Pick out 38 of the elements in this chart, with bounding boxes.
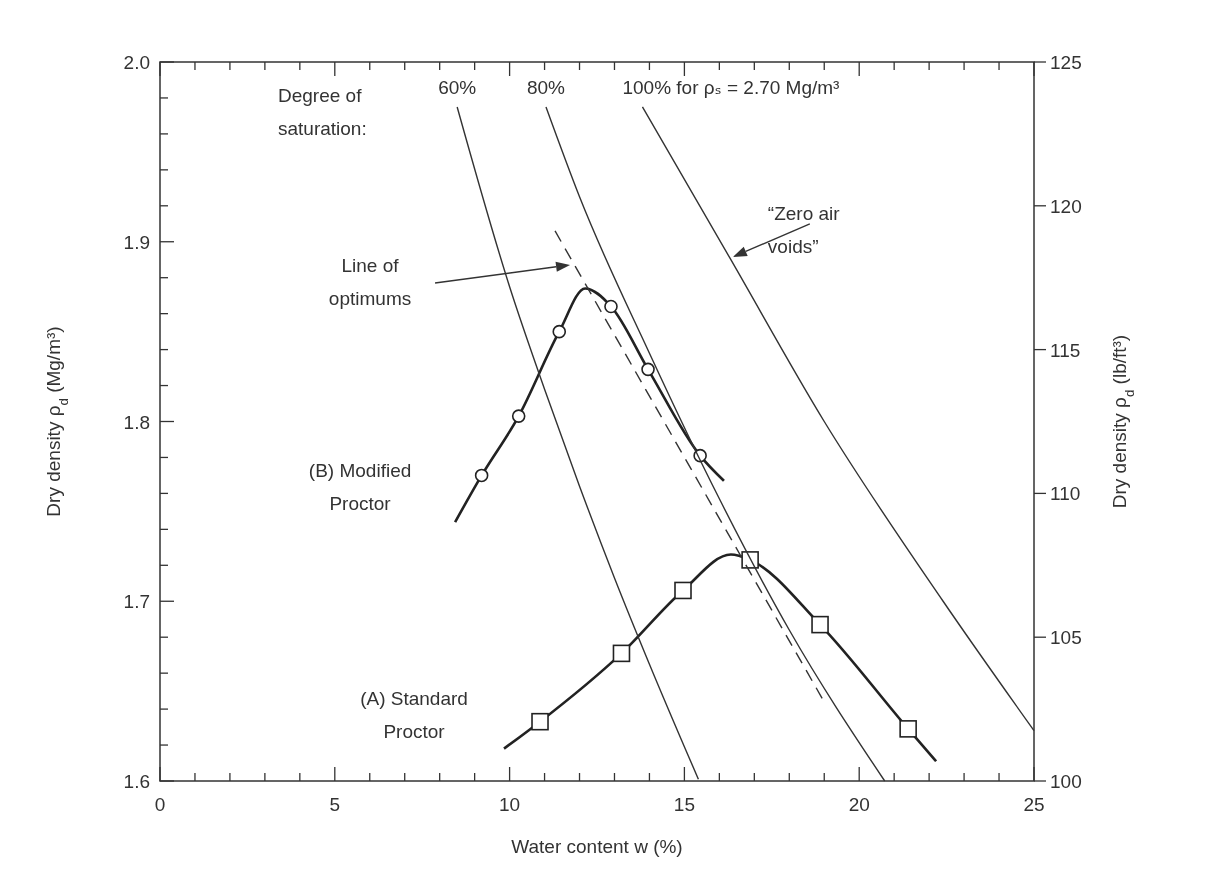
legend-label: 80% [526, 77, 566, 98]
y2-tick-label: 125 [1050, 52, 1082, 73]
annotation: “Zero air voids” [767, 202, 841, 257]
y2-tick-label: 115 [1050, 339, 1081, 361]
legend-label: 60% [438, 77, 477, 98]
series-label: (A) Standard Proctor [360, 687, 468, 742]
point [604, 299, 618, 314]
x-tick-label: 10 [499, 794, 521, 815]
y2-tick-label: 120 [1050, 195, 1082, 217]
y2-tick-label: 100 [1050, 771, 1082, 792]
point [674, 581, 692, 600]
point [474, 468, 489, 483]
point [899, 720, 917, 738]
point [811, 615, 829, 634]
y2-tick-label: 105 [1050, 627, 1082, 649]
annotation: Degree of saturation: [278, 85, 367, 139]
point [612, 644, 631, 663]
y-tick-label: 1.9 [123, 231, 150, 253]
x-tick-label: 15 [673, 794, 695, 815]
legend-label: 100% for ρₛ = 2.70 Mg/m³ [622, 77, 840, 98]
y-tick-label: 1.7 [123, 591, 150, 613]
x-axis-title: Water content w (%) [511, 836, 683, 857]
y-tick-label: 1.8 [123, 411, 150, 433]
text: Line of optimums [328, 254, 412, 309]
y-tick-label: 1.6 [123, 771, 150, 792]
x-tick-label: 0 [154, 794, 166, 815]
line-series [453, 287, 726, 524]
x-tick-label: 20 [848, 794, 870, 815]
text: (B) Modified Proctor [308, 460, 412, 515]
x-tick-label: 5 [329, 794, 341, 815]
point [531, 712, 549, 731]
point [641, 362, 655, 377]
line-series [502, 553, 938, 763]
y-tick-label: 2.0 [123, 52, 150, 73]
x-tick-label: 25 [1023, 794, 1045, 815]
point [511, 409, 526, 423]
point [552, 324, 567, 339]
y2-tick-label: 110 [1050, 483, 1081, 505]
